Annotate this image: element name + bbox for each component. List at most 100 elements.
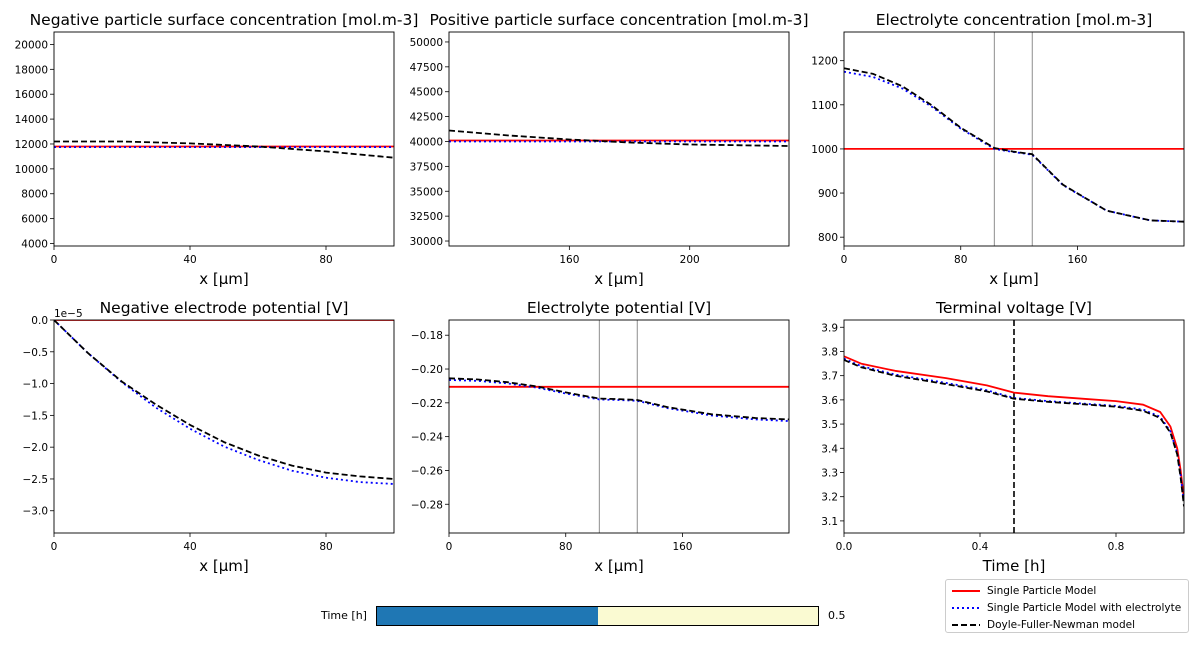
chart-panel-1: Negative particle surface concentration … — [15, 11, 419, 288]
series-line-dashed — [449, 129, 789, 147]
series-line-dashed — [54, 140, 394, 159]
y-tick-label: 3.9 — [821, 322, 838, 334]
y-tick-label: 1200 — [811, 56, 838, 68]
chart-panel-4: Negative electrode potential [V] x [μm] 1e… — [23, 299, 395, 575]
time-slider[interactable] — [376, 606, 819, 626]
y-tick-label: −0.24 — [411, 432, 443, 444]
legend-label: Single Particle Model — [987, 584, 1097, 597]
y-tick-label: 4000 — [21, 239, 48, 251]
y-tick-label: 3.1 — [821, 516, 838, 528]
y-tick-label: −0.20 — [411, 364, 443, 376]
y-tick-label: 12000 — [15, 139, 48, 151]
x-tick-label: 200 — [680, 254, 700, 266]
series-line-dotted — [449, 379, 789, 422]
time-slider-value: 0.5 — [828, 609, 846, 622]
y-tick-label: 3.4 — [821, 443, 838, 455]
y-tick-label: 3.7 — [821, 371, 838, 383]
plot-area-frame — [448, 319, 790, 534]
legend-line-solid-icon — [952, 589, 980, 592]
y-tick-label: 1000 — [811, 144, 838, 156]
x-tick-label: 40 — [183, 254, 196, 266]
y-tick-label: 14000 — [15, 114, 48, 126]
chart-title: Negative particle surface concentration … — [30, 11, 419, 29]
y-tick-label: 3.8 — [821, 346, 838, 358]
chart-panel-3: Electrolyte concentration [mol.m-3] x [μm… — [811, 11, 1185, 288]
y-tick-label: 10000 — [15, 164, 48, 176]
y-tick-label: −0.18 — [411, 330, 443, 342]
y-tick-label: 50000 — [410, 37, 443, 49]
x-tick-label: 0 — [51, 541, 58, 553]
x-axis-label: x [μm] — [199, 270, 249, 288]
plot-area-frame — [53, 319, 395, 534]
series-line-dashed — [54, 320, 394, 480]
y-tick-label: 3.2 — [821, 492, 838, 504]
y-tick-label: 3.3 — [821, 467, 838, 479]
time-slider-fill[interactable] — [377, 607, 598, 625]
plot-area-frame — [448, 31, 790, 247]
chart-title: Electrolyte concentration [mol.m-3] — [876, 11, 1153, 29]
series-line-dashed — [844, 67, 1184, 223]
x-axis-label: x [μm] — [989, 270, 1039, 288]
series-line-dashed — [449, 377, 789, 421]
y-tick-label: 3.6 — [821, 395, 838, 407]
x-tick-label: 0 — [446, 541, 453, 553]
chart-panel-6: Terminal voltage [V] Time [h] 0.0 0.4 0.8 3.1… — [821, 299, 1185, 575]
x-tick-label: 0 — [841, 254, 848, 266]
legend-label: Doyle-Fuller-Newman model — [987, 618, 1135, 631]
y-tick-label: −1.0 — [23, 379, 49, 391]
series-line-dashed — [844, 359, 1184, 507]
chart-title: Negative electrode potential [V] — [100, 299, 349, 317]
x-tick-label: 160 — [672, 541, 692, 553]
legend-item-dfn: Doyle-Fuller-Newman model — [946, 616, 1188, 633]
y-tick-label: 47500 — [410, 62, 443, 74]
y-tick-label: −3.0 — [23, 506, 49, 518]
chart-title: Positive particle surface concentration … — [429, 11, 808, 29]
y-tick-label: −0.22 — [411, 398, 443, 410]
y-tick-label: 42500 — [410, 112, 443, 124]
y-tick-label: 900 — [818, 188, 838, 200]
x-tick-label: 0 — [51, 254, 58, 266]
y-axis-scale-label: 1e−5 — [54, 308, 83, 320]
series-line-dotted — [844, 70, 1184, 223]
y-tick-label: 8000 — [21, 189, 48, 201]
x-tick-label: 40 — [183, 541, 196, 553]
y-tick-label: 40000 — [410, 136, 443, 148]
x-tick-label: 80 — [559, 541, 572, 553]
y-tick-label: 3.5 — [821, 419, 838, 431]
series-line-solid — [844, 355, 1184, 500]
legend-item-spm: Single Particle Model — [946, 582, 1188, 599]
chart-panel-2: Positive particle surface concentration … — [410, 11, 809, 288]
plot-area-frame — [843, 31, 1185, 247]
legend-line-dashed-icon — [952, 623, 980, 626]
legend: Single Particle Model Single Particle Mo… — [945, 579, 1189, 633]
y-tick-label: −2.5 — [23, 474, 49, 486]
y-tick-label: −1.5 — [23, 410, 49, 422]
y-tick-label: −0.28 — [411, 499, 443, 511]
plot-area-frame — [843, 319, 1185, 534]
y-tick-label: 20000 — [15, 39, 48, 51]
y-tick-label: −0.5 — [23, 347, 49, 359]
y-tick-label: 800 — [818, 232, 838, 244]
x-tick-label: 80 — [954, 254, 967, 266]
y-tick-label: 0.0 — [31, 315, 48, 327]
x-axis-label: x [μm] — [199, 557, 249, 575]
y-tick-label: 37500 — [410, 161, 443, 173]
x-tick-label: 80 — [319, 254, 332, 266]
x-tick-label: 80 — [319, 541, 332, 553]
x-tick-label: 0.8 — [1108, 541, 1125, 553]
x-tick-label: 160 — [1067, 254, 1087, 266]
chart-title: Electrolyte potential [V] — [527, 299, 711, 317]
plot-area-frame — [53, 31, 395, 247]
legend-item-spme: Single Particle Model with electrolyte — [946, 599, 1188, 616]
y-tick-label: 45000 — [410, 87, 443, 99]
y-tick-label: 16000 — [15, 89, 48, 101]
series-line-dotted — [54, 320, 394, 485]
y-tick-label: −0.26 — [411, 465, 443, 477]
x-axis-label: Time [h] — [982, 557, 1046, 575]
x-tick-label: 0.0 — [836, 541, 853, 553]
chart-panel-5: Electrolyte potential [V] x [μm] 0 80 160 −0.… — [411, 299, 790, 575]
x-axis-label: x [μm] — [594, 270, 644, 288]
y-tick-label: 30000 — [410, 236, 443, 248]
chart-title: Terminal voltage [V] — [935, 299, 1092, 317]
